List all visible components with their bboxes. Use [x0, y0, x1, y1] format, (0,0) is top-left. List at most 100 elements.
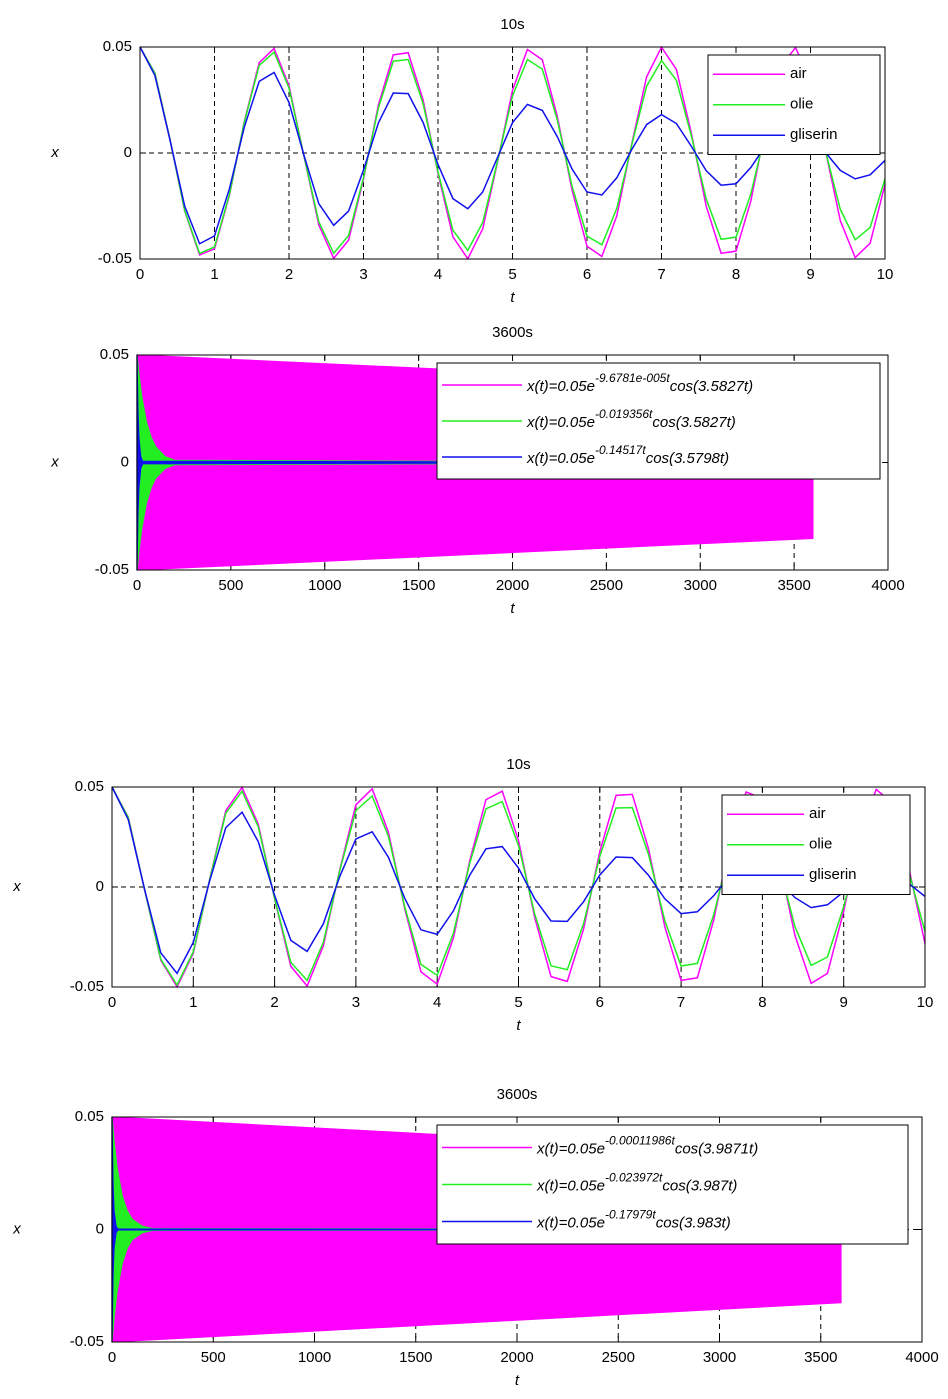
x-tick-label: 8	[758, 994, 766, 1011]
legend-label-exponent: -0.019356t	[595, 407, 653, 421]
legend-label: x(t)=0.05e-0.00011986tcos(3.9871t)	[536, 1134, 758, 1158]
y-tick-label: 0.05	[75, 778, 104, 795]
y-tick-label: 0.05	[75, 1108, 104, 1125]
y-tick-label: 0	[121, 453, 129, 470]
x-tick-label: 1000	[298, 1349, 331, 1366]
legend-label: gliserin	[790, 126, 838, 143]
legend-label-rest: cos(3.5827t)	[652, 414, 735, 431]
y-axis-label: x	[50, 453, 59, 470]
x-axis-label: t	[510, 600, 515, 617]
legend-label-base: x(t)=0.05e	[526, 378, 595, 395]
y-tick-label: 0	[96, 878, 104, 895]
legend: air olie gliserin	[707, 54, 881, 155]
chart-title: 10s	[506, 756, 530, 773]
legend-label: olie	[790, 96, 813, 113]
x-tick-label: 3	[359, 266, 367, 283]
x-tick-label: 0	[133, 577, 141, 594]
x-tick-label: 2500	[590, 577, 623, 594]
legend-label-exponent: -0.14517t	[595, 443, 646, 457]
x-tick-label: 7	[657, 266, 665, 283]
x-tick-label: 9	[840, 994, 848, 1011]
legend-label-base: x(t)=0.05e	[536, 1177, 605, 1194]
x-tick-label: 3500	[777, 577, 810, 594]
axes-box	[111, 786, 926, 988]
x-tick-label: 5	[514, 994, 522, 1011]
chart-title: 3600s	[492, 324, 533, 341]
legend-label: x(t)=0.05e-0.17979tcos(3.983t)	[536, 1208, 731, 1232]
legend-label: x(t)=0.05e-0.019356tcos(3.5827t)	[526, 407, 736, 431]
x-tick-label: 10	[917, 994, 934, 1011]
legend-label-base: x(t)=0.05e	[526, 450, 595, 467]
axes-box	[139, 46, 886, 260]
legend-label-rest: cos(3.9871t)	[675, 1140, 758, 1157]
legend-label: olie	[809, 836, 832, 853]
series-line	[111, 785, 926, 989]
x-tick-label: 5	[508, 266, 516, 283]
x-tick-label: 6	[596, 994, 604, 1011]
legend-label-exponent: -0.023972t	[605, 1171, 663, 1185]
x-tick-label: 1	[189, 994, 197, 1011]
legend-label-rest: cos(3.5798t)	[646, 450, 729, 467]
y-tick-label: -0.05	[98, 250, 132, 267]
x-tick-label: 2500	[602, 1349, 635, 1366]
y-tick-label: -0.05	[70, 1333, 104, 1350]
x-tick-label: 4	[434, 266, 442, 283]
axes-box	[136, 354, 889, 571]
x-tick-label: 9	[806, 266, 814, 283]
legend: x(t)=0.05e-0.00011986tcos(3.9871t)x(t)=0…	[436, 1124, 909, 1245]
legend-label: x(t)=0.05e-0.023972tcos(3.987t)	[536, 1171, 737, 1195]
x-tick-label: 1	[210, 266, 218, 283]
x-axis-label: t	[515, 1372, 520, 1389]
x-tick-label: 1000	[308, 577, 341, 594]
x-tick-label: 0	[108, 1349, 116, 1366]
x-tick-label: 0	[108, 994, 116, 1011]
x-tick-label: 4000	[871, 577, 904, 594]
x-axis-label: t	[516, 1017, 521, 1034]
x-tick-label: 2000	[500, 1349, 533, 1366]
chart-title: 10s	[500, 16, 524, 33]
x-tick-label: 1500	[399, 1349, 432, 1366]
y-axis-label: x	[12, 1220, 21, 1237]
x-tick-label: 4	[433, 994, 441, 1011]
x-tick-label: 0	[136, 266, 144, 283]
x-tick-label: 2	[285, 266, 293, 283]
x-tick-label: 500	[201, 1349, 226, 1366]
legend-label-exponent: -0.17979t	[605, 1208, 656, 1222]
axes-box	[111, 1116, 923, 1343]
y-tick-label: -0.05	[70, 978, 104, 995]
legend-label: air	[809, 805, 826, 822]
x-tick-label: 1500	[402, 577, 435, 594]
legend-label: gliserin	[809, 866, 857, 883]
x-tick-label: 3500	[804, 1349, 837, 1366]
y-axis-label: x	[50, 144, 59, 161]
legend-label: air	[790, 65, 807, 82]
x-tick-label: 3000	[684, 577, 717, 594]
x-tick-label: 10	[877, 266, 894, 283]
legend: x(t)=0.05e-9.6781e-005tcos(3.5827t)x(t)=…	[436, 362, 881, 480]
x-axis-label: t	[510, 289, 515, 306]
y-tick-label: 0.05	[103, 38, 132, 55]
chart: 3600s t x 0 500 1000 1500 2000 2500 3000 3500 4000 -…	[50, 324, 904, 617]
y-tick-label: 0	[124, 144, 132, 161]
x-tick-label: 4000	[905, 1349, 938, 1366]
legend-label-rest: cos(3.983t)	[656, 1214, 731, 1231]
x-tick-label: 3	[352, 994, 360, 1011]
y-axis-label: x	[12, 878, 21, 895]
x-tick-label: 8	[732, 266, 740, 283]
legend-label-base: x(t)=0.05e	[536, 1140, 605, 1157]
legend-label-rest: cos(3.987t)	[662, 1177, 737, 1194]
series-line	[111, 786, 926, 987]
y-tick-label: 0.05	[100, 346, 129, 363]
x-tick-label: 500	[218, 577, 243, 594]
legend: air olie gliserin	[721, 794, 911, 895]
x-tick-label: 6	[583, 266, 591, 283]
legend-label-exponent: -9.6781e-005t	[595, 371, 670, 385]
legend-label-base: x(t)=0.05e	[526, 414, 595, 431]
x-tick-label: 7	[677, 994, 685, 1011]
legend-label-rest: cos(3.5827t)	[670, 378, 753, 395]
x-tick-label: 2	[270, 994, 278, 1011]
legend-label: x(t)=0.05e-0.14517tcos(3.5798t)	[526, 443, 729, 467]
